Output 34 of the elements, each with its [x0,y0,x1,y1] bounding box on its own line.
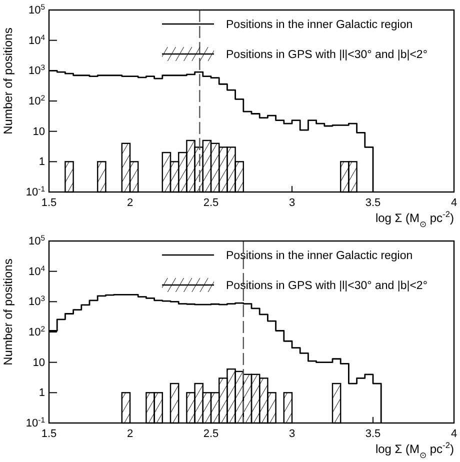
legend-label: Positions in the inner Galactic region [226,250,413,262]
y-tick-label: 10$^{5}$ [28,233,45,248]
y-tick-label: 10$^{3}$ [28,62,45,78]
y-tick-label: 10$^{4}$ [28,263,46,278]
legend-label: Positions in GPS with |l|<30° and |b|<2° [226,49,428,62]
x-tick-label: 3 [288,428,296,440]
y-tick-label: 10$^{3}$ [28,294,45,308]
x-tick-label: 2.5 [203,196,219,209]
y-tick-label: 1 [38,387,45,400]
x-axis-title: log Σ (M$_{⊙}$ pc$^{-2}$) [375,440,454,460]
x-tick-label: 4 [450,196,458,209]
x-tick-label: 2 [126,196,134,209]
y-tick-label: 10$^{-1}$ [26,184,45,199]
y-tick-label: 10$^{2}$ [28,93,45,108]
x-tick-label: 2.5 [203,428,219,440]
x-tick-label: 1.5 [41,428,57,440]
y-tick-label: 10 [32,126,45,138]
legend-label: Positions in the inner Galactic region [226,19,413,32]
y-tick-label: 10$^{2}$ [28,324,45,339]
y-tick-label: 1 [38,156,45,168]
x-tick-label: 3.5 [365,196,381,209]
x-tick-label: 1.5 [41,196,57,209]
y-tick-label: 10$^{-1}$ [26,415,45,430]
x-axis-title: log Σ (M$_{⊙}$ pc$^{-2}$) [375,209,454,229]
x-tick-label: 4 [450,428,458,440]
y-tick-label: 10 [32,356,45,369]
y-axis-title: Number of positions [1,28,15,134]
x-tick-label: 3 [288,196,296,209]
x-tick-label: 3.5 [365,428,381,440]
y-axis-title: Number of positions [1,258,15,366]
y-tick-label: 10$^{4}$ [28,32,46,47]
legend-label: Positions in GPS with |l|<30° and |b|<2° [226,280,428,292]
y-tick-label: 10$^{5}$ [28,2,45,17]
x-tick-label: 2 [126,428,134,440]
